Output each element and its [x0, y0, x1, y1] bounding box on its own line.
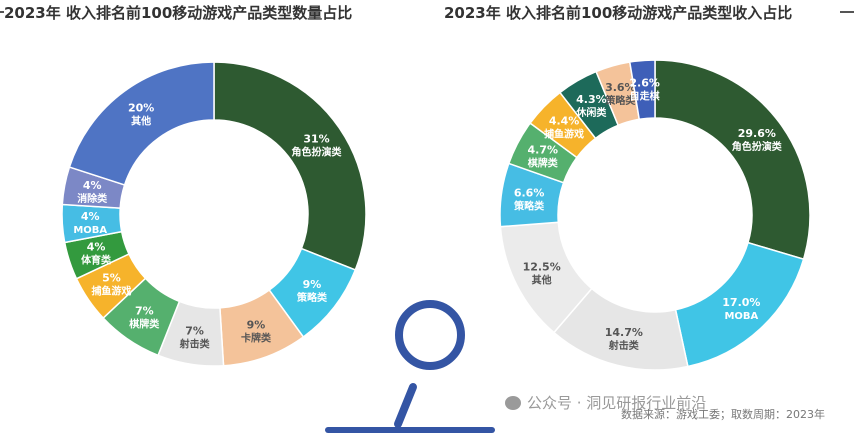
slice-0-9-value: 20% — [128, 102, 154, 115]
slice-1-4-label: 策略类 — [514, 199, 544, 212]
slice-1-2-label: 射击类 — [608, 339, 639, 352]
slice-1-2-value: 14.7% — [605, 326, 643, 339]
slice-0-9-label: 其他 — [131, 115, 151, 128]
slice-1-1-value: 17.0% — [722, 296, 760, 309]
left-chart-title: 2023年 收入排名前100移动游戏产品类型数量占比 — [4, 4, 353, 22]
slice-0-5-label: 捕鱼游戏 — [91, 285, 131, 298]
right-donut-chart: 29.6%角色扮演类17.0%MOBA14.7%射击类12.5%其他6.6%策略… — [499, 59, 811, 371]
slice-1-8-label: 策略类 — [605, 94, 635, 107]
slice-1-7-label: 休闲类 — [575, 106, 606, 119]
slice-1-0-label: 角色扮演类 — [732, 140, 782, 153]
slice-0-1-label: 策略类 — [297, 291, 327, 304]
slice-1-6-value: 4.4% — [549, 114, 580, 127]
watermark: 公众号 · 洞见研报行业前沿 — [505, 392, 706, 413]
slice-0-6-label: 体育类 — [81, 253, 111, 266]
slice-1-3-value: 12.5% — [523, 260, 561, 273]
right-chart-title: 2023年 收入排名前100移动游戏产品类型收入占比 — [444, 4, 793, 22]
slice-0-3-value: 7% — [185, 324, 204, 337]
slice-1-5-label: 棋牌类 — [527, 157, 558, 170]
decorative-figure — [325, 300, 495, 433]
slice-0-8-label: 消除类 — [77, 192, 107, 205]
slice-1-8-value: 3.6% — [605, 81, 636, 94]
slice-0-7-label: MOBA — [73, 225, 107, 236]
left-donut-chart: 31%角色扮演类9%策略类9%卡牌类7%射击类7%棋牌类5%捕鱼游戏4%体育类4… — [61, 61, 367, 367]
slice-0-2-value: 9% — [247, 319, 266, 332]
slice-0-4-label: 棋牌类 — [128, 318, 159, 331]
wechat-icon — [505, 396, 521, 410]
slice-1-3-label: 其他 — [532, 273, 552, 286]
slice-1-4-value: 6.6% — [514, 186, 545, 199]
slice-0-8-value: 4% — [83, 179, 102, 192]
slice-1-7-value: 4.3% — [576, 93, 607, 106]
slice-0-2-label: 卡牌类 — [241, 332, 271, 345]
slice-1-0-value: 29.6% — [738, 127, 776, 140]
slice-0-0-label: 角色扮演类 — [292, 145, 342, 158]
slice-0-4-value: 7% — [135, 305, 154, 318]
title-dash-right — [840, 11, 854, 13]
slice-1-0 — [654, 59, 811, 261]
source-note: 数据来源：游戏工委；取数周期：2023年 — [621, 408, 825, 421]
slice-1-5-value: 4.7% — [528, 144, 559, 157]
slice-0-7-value: 4% — [81, 210, 100, 223]
slice-0-9 — [68, 61, 215, 186]
slice-1-6-label: 捕鱼游戏 — [544, 127, 584, 140]
slice-1-9 — [628, 59, 656, 121]
slice-0-5-value: 5% — [102, 272, 121, 285]
watermark-text: 公众号 · 洞见研报行业前沿 — [527, 394, 707, 412]
slice-0-6-value: 4% — [87, 240, 106, 253]
title-dash-left — [0, 11, 4, 13]
slice-0-1-value: 9% — [303, 278, 322, 291]
slice-1-1-label: MOBA — [724, 311, 758, 322]
slice-0-0-value: 31% — [303, 132, 329, 145]
slice-1-9-label: 自走棋 — [630, 89, 660, 102]
slice-0-0 — [213, 61, 367, 271]
slice-1-9-value: 2.6% — [629, 76, 660, 89]
slice-0-3-label: 射击类 — [179, 337, 210, 350]
